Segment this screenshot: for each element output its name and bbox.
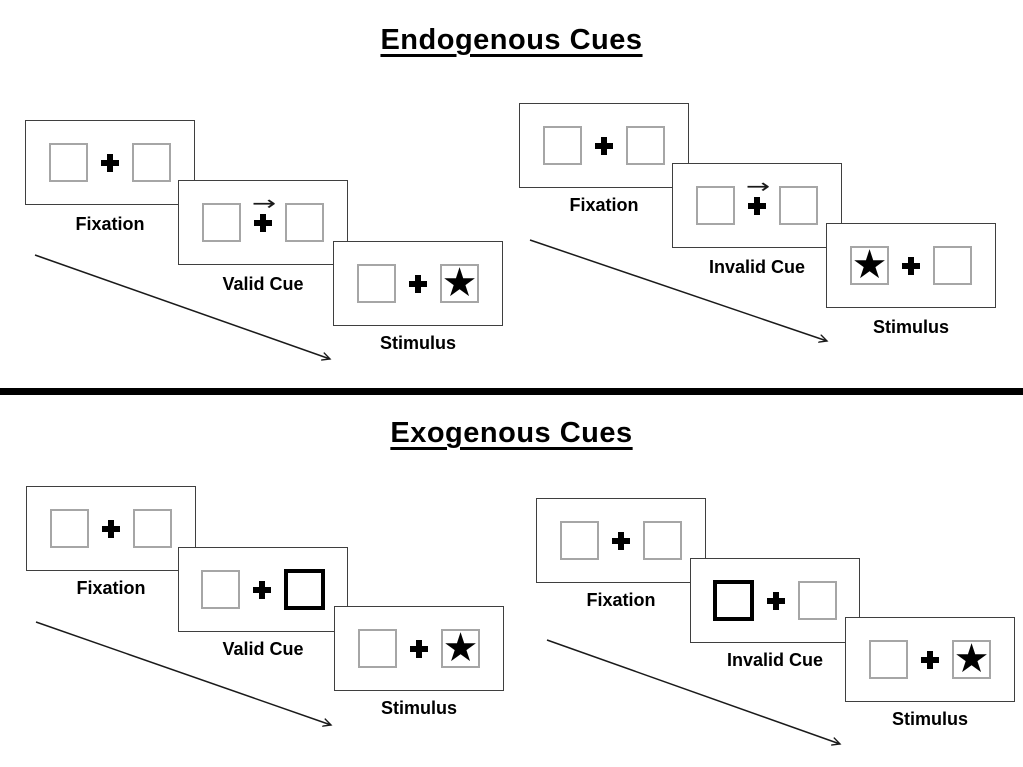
panel-label: Stimulus — [380, 698, 457, 718]
fixation-cross-icon — [595, 136, 613, 155]
panel-label: Invalid Cue — [708, 257, 806, 277]
fixation-cross-icon — [254, 213, 272, 232]
fixation-cross-icon — [902, 256, 920, 275]
stimulus-panel: ★ — [845, 617, 1015, 702]
right-box-highlighted-cue — [284, 569, 325, 610]
right-box — [626, 126, 665, 165]
fixation-cross-icon — [102, 519, 120, 538]
left-box — [202, 203, 241, 242]
right-box — [779, 186, 818, 225]
right-arrow-cue-icon: → — [252, 190, 277, 215]
panel-label: Fixation — [75, 214, 145, 234]
panel-label: Stimulus — [891, 709, 968, 729]
fixation-panel — [25, 120, 195, 205]
right-arrow-cue-icon: → — [746, 173, 771, 198]
section-divider — [0, 388, 1023, 395]
left-box — [358, 629, 397, 668]
right-box — [798, 581, 837, 620]
right-box — [933, 246, 972, 285]
right-box-with-star: ★ — [440, 259, 479, 306]
fixation-cross-icon — [410, 639, 428, 658]
right-box — [643, 521, 682, 560]
right-box-with-star: ★ — [952, 635, 991, 682]
timeline-arrow-endogenous-invalid — [529, 239, 827, 341]
fixation-panel — [26, 486, 196, 571]
panel-label: Valid Cue — [222, 639, 304, 659]
panel-label: Fixation — [76, 578, 146, 598]
right-box — [132, 143, 171, 182]
right-box — [133, 509, 172, 548]
left-box — [49, 143, 88, 182]
fixation-cross-icon — [748, 196, 766, 215]
left-box — [696, 186, 735, 225]
timeline-arrow-exogenous-valid — [35, 621, 331, 725]
exogenous-section-title: Exogenous Cues — [390, 417, 633, 449]
left-box — [869, 640, 908, 679]
fixation-panel — [536, 498, 706, 583]
fixation-cross-icon — [253, 580, 271, 599]
left-box — [201, 570, 240, 609]
stimulus-panel: ★ — [334, 606, 504, 691]
fixation-cross-icon — [101, 153, 119, 172]
left-box — [50, 509, 89, 548]
panel-label: Stimulus — [872, 317, 949, 337]
stimulus-panel: ★ — [826, 223, 996, 308]
star-stimulus-icon: ★ — [953, 635, 990, 682]
invalid-cue-panel — [690, 558, 860, 643]
fixation-cross-icon — [767, 591, 785, 610]
star-stimulus-icon: ★ — [851, 241, 888, 288]
timeline-arrow-endogenous-valid — [34, 254, 330, 359]
valid-cue-panel: → — [178, 180, 348, 265]
panel-label: Fixation — [569, 195, 639, 215]
fixation-cross-icon — [612, 531, 630, 550]
left-box-highlighted-cue — [713, 580, 754, 621]
fixation-cross-icon — [409, 274, 427, 293]
right-box-with-star: ★ — [441, 624, 480, 671]
valid-cue-panel — [178, 547, 348, 632]
invalid-cue-panel: → — [672, 163, 842, 248]
fixation-panel — [519, 103, 689, 188]
star-stimulus-icon: ★ — [441, 259, 478, 306]
left-box — [560, 521, 599, 560]
right-box — [285, 203, 324, 242]
panel-label: Fixation — [586, 590, 656, 610]
panel-label: Valid Cue — [222, 274, 304, 294]
left-box — [357, 264, 396, 303]
endogenous-section-title: Endogenous Cues — [380, 24, 643, 56]
panel-label: Stimulus — [379, 333, 456, 353]
stimulus-panel: ★ — [333, 241, 503, 326]
star-stimulus-icon: ★ — [442, 624, 479, 671]
panel-label: Invalid Cue — [726, 650, 824, 670]
left-box-with-star: ★ — [850, 241, 889, 288]
fixation-cross-icon — [921, 650, 939, 669]
left-box — [543, 126, 582, 165]
